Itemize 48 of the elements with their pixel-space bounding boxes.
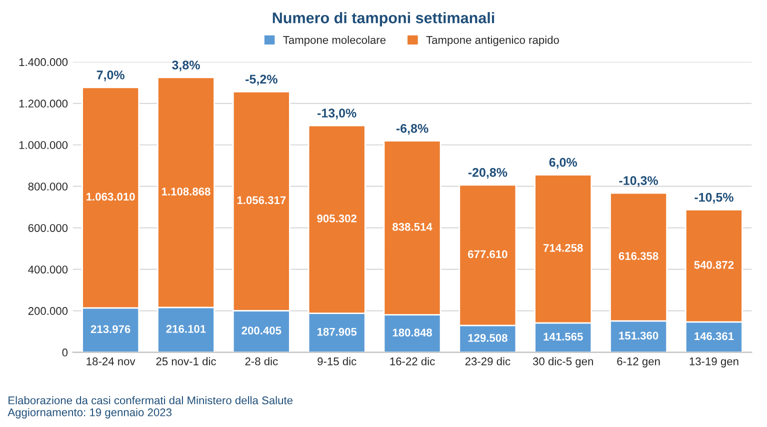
y-tick-label: 1.400.000 [19, 58, 68, 66]
chart-title: Numero di tamponi settimanali [272, 12, 494, 26]
y-tick-label: 0 [62, 348, 68, 356]
legend-label: Tampone antigenico rapido [426, 36, 559, 46]
data-label: 616.358 [618, 252, 658, 260]
annotation: 3,8% [172, 60, 200, 72]
y-tick-label: 400.000 [28, 266, 68, 274]
data-label: 540.872 [694, 260, 734, 269]
annotation: 6,0% [549, 158, 578, 169]
x-tick-label: 2-8 dic [245, 357, 278, 366]
x-tick-label: 23-29 dic [465, 357, 510, 366]
x-tick-label: 25 nov-1 dic [156, 357, 216, 366]
y-tick-label: 800.000 [28, 182, 68, 190]
legend-label: Tampone molecolare [283, 36, 386, 46]
data-label: 213.976 [90, 325, 130, 334]
data-label: 151.360 [619, 332, 658, 340]
data-label: 677.610 [468, 250, 508, 258]
annotation: -13,0% [318, 108, 356, 120]
y-tick-label: 200.000 [28, 307, 68, 315]
data-label: 905.302 [317, 214, 356, 222]
x-tick-label: 6-12 gen [617, 357, 660, 368]
x-tick-label: 13-19 gen [690, 357, 738, 368]
y-tick-label: 1.200.000 [19, 100, 68, 108]
x-tick-label: 16-22 dic [390, 357, 435, 366]
data-label: 141.565 [544, 332, 583, 341]
data-label: 129.508 [468, 334, 508, 342]
annotation: -20,8% [468, 168, 508, 179]
annotation: -10,3% [619, 176, 658, 187]
data-label: 1.108.868 [162, 188, 210, 196]
x-tick-label: 18-24 nov [86, 357, 136, 366]
text: Elaborazione da casi confermati dal Ministero della Salute Aggiornamento: 19 gennaio 2023 [8, 396, 293, 418]
y-tick-label: 600.000 [28, 224, 68, 232]
annotation: -5,2% [246, 74, 278, 86]
data-label: 180.848 [392, 328, 432, 337]
data-label: 200.405 [242, 326, 282, 334]
annotation: -10,5% [694, 192, 734, 204]
data-label: 216.101 [166, 324, 206, 333]
data-label: 146.361 [694, 332, 734, 340]
x-tick-label: 9-15 dic [318, 357, 356, 366]
x-tick-label: 30 dic-5 gen [532, 357, 593, 368]
data-label: 838.514 [392, 222, 432, 231]
data-label: 187.905 [317, 328, 357, 336]
data-label: 1.063.010 [86, 192, 135, 201]
data-label: 714.258 [544, 244, 583, 252]
annotation: -6,8% [396, 124, 428, 135]
annotation: 7,0% [96, 70, 124, 82]
y-tick-label: 1.000.000 [19, 141, 68, 150]
data-label: 1.056.317 [237, 196, 286, 204]
